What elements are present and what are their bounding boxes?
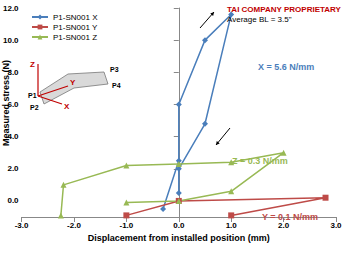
svg-text:P1: P1 [28, 92, 37, 99]
svg-text:Measured stress (N): Measured stress (N) [1, 60, 11, 146]
svg-text:12.0: 12.0 [3, 4, 19, 13]
svg-text:Y = 0.1 N/mm: Y = 0.1 N/mm [262, 212, 318, 222]
svg-text:P1-SN001 X: P1-SN001 X [53, 13, 98, 22]
svg-text:1.0: 1.0 [226, 221, 238, 230]
svg-text:P3: P3 [110, 66, 119, 73]
svg-text:P2: P2 [30, 104, 39, 111]
svg-text:Z: Z [30, 60, 35, 69]
svg-text:-2.0: -2.0 [67, 221, 81, 230]
svg-text:X: X [64, 102, 70, 111]
svg-text:P1-SN001 Y: P1-SN001 Y [53, 23, 98, 32]
svg-text:X = 5.6 N/mm: X = 5.6 N/mm [258, 62, 314, 72]
svg-text:P4: P4 [112, 82, 121, 89]
svg-text:Displacement from installed po: Displacement from installed position (mm… [88, 233, 270, 243]
svg-text:0.0: 0.0 [7, 196, 19, 205]
svg-text:Average BL = 3.5": Average BL = 3.5" [227, 15, 292, 24]
svg-text:4.0: 4.0 [7, 132, 19, 142]
svg-text:2.0: 2.0 [7, 164, 19, 173]
svg-text:Y: Y [70, 78, 76, 87]
svg-text:2.0: 2.0 [278, 221, 290, 230]
svg-text:-3.0: -3.0 [15, 221, 29, 230]
svg-text:0.0: 0.0 [173, 221, 185, 230]
svg-text:8.0: 8.0 [7, 67, 19, 77]
svg-text:TAI COMPANY PROPRIETARY: TAI COMPANY PROPRIETARY [227, 5, 341, 14]
svg-text:6.0: 6.0 [7, 100, 19, 109]
svg-text:P1-SN001 Z: P1-SN001 Z [53, 33, 97, 42]
svg-text:10.0: 10.0 [3, 36, 19, 45]
svg-text:-1.0: -1.0 [119, 221, 133, 230]
svg-text:Z = 0.3 N/mm: Z = 0.3 N/mm [232, 156, 288, 166]
svg-text:3.0: 3.0 [330, 221, 342, 230]
